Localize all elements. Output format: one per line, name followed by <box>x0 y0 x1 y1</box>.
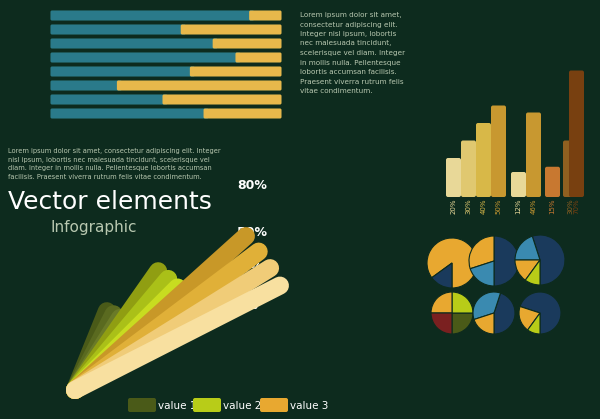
Text: vitae condimentum.: vitae condimentum. <box>300 88 373 94</box>
Wedge shape <box>515 260 540 280</box>
Text: 30%: 30% <box>568 198 574 214</box>
Wedge shape <box>427 238 477 288</box>
FancyBboxPatch shape <box>491 106 506 197</box>
FancyBboxPatch shape <box>461 140 476 197</box>
FancyBboxPatch shape <box>476 123 491 197</box>
FancyBboxPatch shape <box>50 95 167 104</box>
FancyBboxPatch shape <box>50 52 281 62</box>
Text: scelerisque vel diam. Integer: scelerisque vel diam. Integer <box>300 50 405 56</box>
FancyBboxPatch shape <box>128 398 156 412</box>
Wedge shape <box>515 236 540 260</box>
Wedge shape <box>520 292 561 334</box>
FancyBboxPatch shape <box>50 109 281 119</box>
FancyBboxPatch shape <box>50 24 281 34</box>
Text: value 3: value 3 <box>290 401 328 411</box>
FancyBboxPatch shape <box>50 10 281 21</box>
Wedge shape <box>527 313 540 334</box>
FancyBboxPatch shape <box>212 39 281 49</box>
FancyBboxPatch shape <box>260 398 288 412</box>
Wedge shape <box>452 313 473 334</box>
Wedge shape <box>452 292 473 313</box>
FancyBboxPatch shape <box>181 24 281 34</box>
FancyBboxPatch shape <box>511 172 526 197</box>
FancyBboxPatch shape <box>190 67 281 77</box>
Text: in mollis nulla. Pellentesque: in mollis nulla. Pellentesque <box>300 59 401 65</box>
Text: Praesent viverra rutrum felis: Praesent viverra rutrum felis <box>300 78 404 85</box>
FancyBboxPatch shape <box>50 80 281 91</box>
FancyBboxPatch shape <box>50 52 241 62</box>
Wedge shape <box>470 261 494 286</box>
FancyBboxPatch shape <box>50 95 281 104</box>
Wedge shape <box>474 313 494 334</box>
FancyBboxPatch shape <box>50 10 254 21</box>
Text: Lorem ipsum dolor sit amet,: Lorem ipsum dolor sit amet, <box>300 12 401 18</box>
Text: Vector elements: Vector elements <box>8 190 212 214</box>
Text: value 1: value 1 <box>158 401 196 411</box>
FancyBboxPatch shape <box>235 52 281 62</box>
Wedge shape <box>431 292 452 313</box>
FancyBboxPatch shape <box>203 109 281 119</box>
Text: 20%: 20% <box>451 198 457 214</box>
Wedge shape <box>473 292 500 320</box>
FancyBboxPatch shape <box>50 109 209 119</box>
Text: facilisis. Praesent viverra rutrum felis vitae condimentum.: facilisis. Praesent viverra rutrum felis… <box>8 173 202 179</box>
Text: 30%: 30% <box>466 198 472 214</box>
Text: 15%: 15% <box>550 198 556 214</box>
Text: nisl ipsum, lobortis nec malesuada tincidunt, scelerisque vel: nisl ipsum, lobortis nec malesuada tinci… <box>8 157 210 163</box>
Wedge shape <box>494 236 519 286</box>
FancyBboxPatch shape <box>545 167 560 197</box>
FancyBboxPatch shape <box>50 67 281 77</box>
Text: Infographic: Infographic <box>50 220 137 235</box>
Wedge shape <box>431 313 452 334</box>
FancyBboxPatch shape <box>526 112 541 197</box>
Wedge shape <box>526 260 540 285</box>
FancyBboxPatch shape <box>50 67 195 77</box>
Text: 50%: 50% <box>237 225 267 238</box>
Wedge shape <box>432 263 452 288</box>
Text: lobortis accumsan facilisis.: lobortis accumsan facilisis. <box>300 69 397 75</box>
Wedge shape <box>519 307 540 330</box>
Text: nec malesuada tincidunt,: nec malesuada tincidunt, <box>300 41 391 47</box>
Text: consectetur adipiscing elit.: consectetur adipiscing elit. <box>300 21 398 28</box>
FancyBboxPatch shape <box>50 80 122 91</box>
FancyBboxPatch shape <box>163 95 281 104</box>
FancyBboxPatch shape <box>446 158 461 197</box>
Text: 70%: 70% <box>574 198 580 214</box>
Wedge shape <box>532 235 565 285</box>
FancyBboxPatch shape <box>50 39 218 49</box>
Text: diam. Integer in mollis nulla. Pellentesque lobortis accumsan: diam. Integer in mollis nulla. Pellentes… <box>8 165 212 171</box>
Text: 40%: 40% <box>481 198 487 214</box>
FancyBboxPatch shape <box>249 10 281 21</box>
Text: value 2: value 2 <box>223 401 262 411</box>
Wedge shape <box>469 236 494 269</box>
Text: 80%: 80% <box>237 178 267 191</box>
Text: Lorem ipsum dolor sit amet, consectetur adipiscing elit. Integer: Lorem ipsum dolor sit amet, consectetur … <box>8 148 221 154</box>
Text: Integer nisl ipsum, lobortis: Integer nisl ipsum, lobortis <box>300 31 397 37</box>
FancyBboxPatch shape <box>569 70 584 197</box>
Text: 40%: 40% <box>232 261 262 274</box>
FancyBboxPatch shape <box>193 398 221 412</box>
Text: 46%: 46% <box>530 198 536 214</box>
FancyBboxPatch shape <box>50 39 281 49</box>
FancyBboxPatch shape <box>117 80 281 91</box>
Wedge shape <box>494 293 515 334</box>
FancyBboxPatch shape <box>50 24 186 34</box>
Text: 12%: 12% <box>515 198 521 214</box>
Text: 30%: 30% <box>228 298 258 311</box>
Text: 50%: 50% <box>496 198 502 214</box>
FancyBboxPatch shape <box>563 140 578 197</box>
